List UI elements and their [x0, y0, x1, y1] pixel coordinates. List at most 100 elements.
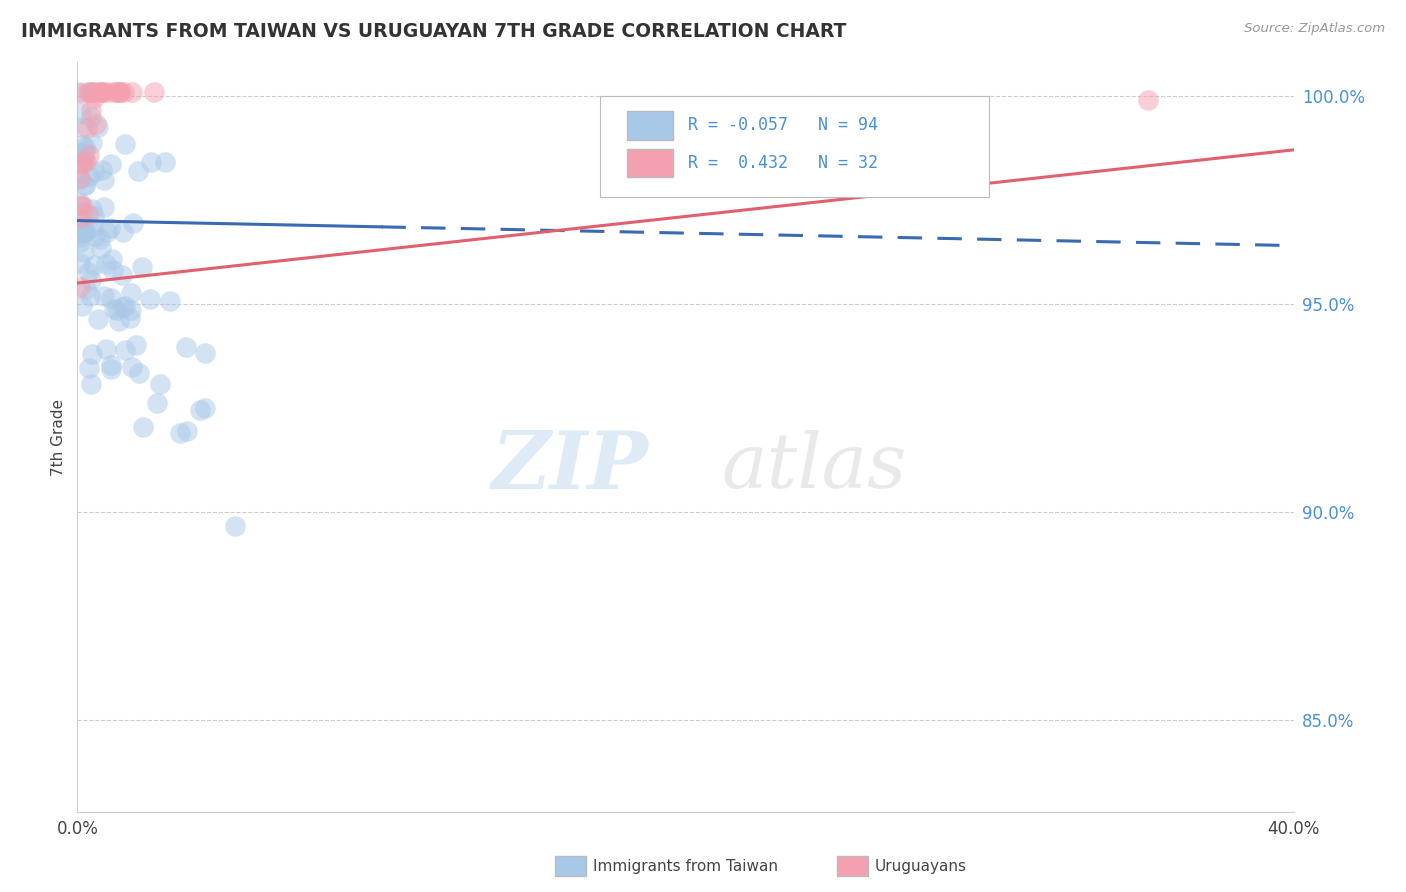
Point	[70, 120, 93, 135]
Point	[69, 256, 91, 270]
Point	[105, 303, 128, 318]
Point	[79, 85, 101, 99]
Point	[142, 85, 165, 99]
Point	[100, 358, 122, 372]
Point	[103, 302, 125, 317]
Point	[114, 85, 136, 99]
Point	[75, 225, 97, 239]
Point	[70, 156, 93, 170]
Point	[1136, 93, 1159, 107]
Point	[122, 216, 145, 230]
Point	[114, 343, 136, 357]
Point	[73, 178, 96, 193]
Point	[72, 204, 94, 219]
Point	[104, 85, 127, 99]
Point	[174, 340, 197, 354]
Point	[91, 163, 114, 178]
Point	[69, 86, 91, 100]
Point	[72, 225, 94, 239]
Point	[80, 273, 103, 287]
Point	[93, 85, 115, 99]
Point	[128, 366, 150, 380]
Point	[69, 226, 91, 240]
Point	[111, 268, 134, 283]
Point	[121, 85, 143, 99]
Point	[75, 145, 97, 159]
Point	[94, 257, 117, 271]
Point	[69, 211, 91, 226]
Point	[96, 342, 118, 356]
Point	[100, 291, 122, 305]
Text: Source: ZipAtlas.com: Source: ZipAtlas.com	[1244, 22, 1385, 36]
Point	[76, 121, 98, 136]
Point	[89, 232, 111, 246]
Text: Immigrants from Taiwan: Immigrants from Taiwan	[593, 859, 779, 873]
Point	[80, 110, 103, 124]
Point	[90, 241, 112, 255]
Point	[169, 426, 191, 441]
Text: ZIP: ZIP	[492, 428, 650, 506]
Point	[69, 85, 91, 99]
Point	[139, 155, 162, 169]
Point	[69, 172, 91, 186]
Point	[194, 346, 217, 360]
Point	[73, 140, 96, 154]
Point	[188, 402, 211, 417]
Point	[90, 85, 112, 99]
Text: IMMIGRANTS FROM TAIWAN VS URUGUAYAN 7TH GRADE CORRELATION CHART: IMMIGRANTS FROM TAIWAN VS URUGUAYAN 7TH …	[21, 22, 846, 41]
Point	[194, 401, 217, 416]
FancyBboxPatch shape	[627, 149, 673, 178]
Point	[101, 262, 124, 277]
Point	[69, 197, 91, 211]
Point	[69, 219, 91, 234]
Point	[69, 196, 91, 211]
Point	[70, 138, 93, 153]
Point	[114, 300, 136, 314]
Point	[139, 293, 162, 307]
Point	[80, 202, 103, 216]
Point	[127, 163, 149, 178]
Text: R =  0.432   N = 32: R = 0.432 N = 32	[688, 153, 877, 172]
Point	[77, 265, 100, 279]
Point	[108, 85, 131, 99]
Point	[72, 199, 94, 213]
Point	[118, 311, 141, 326]
Point	[77, 85, 100, 99]
Point	[79, 85, 101, 99]
Point	[69, 147, 91, 161]
Point	[98, 220, 121, 235]
Point	[69, 229, 91, 244]
Point	[69, 170, 91, 185]
Point	[146, 395, 169, 409]
Point	[101, 252, 124, 266]
Point	[79, 376, 101, 391]
Point	[87, 120, 110, 134]
Point	[79, 289, 101, 303]
Point	[70, 105, 93, 120]
Point	[77, 169, 100, 184]
Point	[108, 85, 131, 99]
Point	[79, 147, 101, 161]
Point	[72, 244, 94, 259]
Point	[153, 155, 176, 169]
Point	[72, 149, 94, 163]
Point	[96, 225, 118, 239]
Point	[82, 220, 104, 235]
FancyBboxPatch shape	[627, 112, 673, 140]
Point	[80, 136, 103, 151]
Point	[97, 85, 120, 99]
Point	[90, 85, 112, 99]
Point	[84, 229, 107, 244]
Point	[83, 210, 105, 224]
Y-axis label: 7th Grade: 7th Grade	[51, 399, 66, 475]
Point	[73, 225, 96, 239]
Point	[114, 137, 136, 152]
Point	[120, 303, 142, 318]
Point	[111, 225, 134, 239]
Point	[76, 208, 98, 222]
Point	[159, 294, 181, 309]
Point	[75, 282, 97, 296]
Text: atlas: atlas	[721, 430, 907, 504]
Point	[93, 200, 115, 214]
Point	[121, 359, 143, 374]
